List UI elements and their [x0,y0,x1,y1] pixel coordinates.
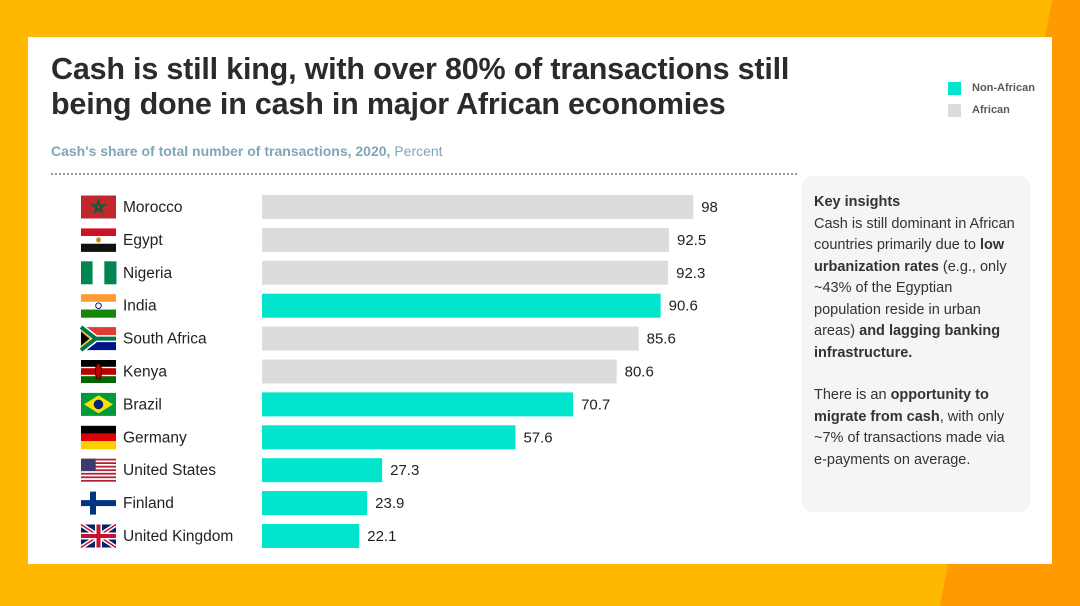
insight-bold: and lagging banking infrastructure. [814,323,1001,361]
uk-flag-icon [79,522,118,550]
germany-flag-icon [81,425,116,450]
bar-finland [262,491,368,516]
bar-morocco [262,195,694,219]
category-label: Morocco [123,199,182,216]
insights-heading: Key insights [814,194,901,210]
morocco-flag-icon [81,195,116,219]
value-label: 70.7 [581,396,610,413]
value-label: 22.1 [367,528,396,545]
insight-text: , with only ~7% of transactions made via… [814,408,1005,468]
kenya-flag-icon [81,360,116,383]
subtitle-unit: Percent [394,143,443,159]
page-title: Cash is still king, with over 80% of tra… [51,52,790,121]
legend-label: African [972,104,1010,116]
bar-south-africa [262,326,639,351]
category-label: Brazil [123,396,162,413]
category-label: Nigeria [123,265,172,282]
bar-brazil [262,392,574,417]
value-label: 57.6 [523,429,552,446]
value-label: 98 [701,199,718,216]
category-label: United Kingdom [123,528,233,545]
value-label: 80.6 [625,364,654,381]
value-label: 92.5 [677,232,706,249]
insight-text: (e.g., only ~43% of the Egyptian populat… [814,258,1007,340]
category-label: Egypt [123,232,163,249]
legend: Non-African African [948,77,1035,121]
nigeria-flag-icon [81,261,117,285]
insight-text: Cash is still dominant in African countr… [814,215,1015,254]
dotted-divider [51,173,797,175]
value-label: 23.9 [375,495,404,512]
value-label: 90.6 [669,298,698,315]
value-label: 92.3 [676,265,705,282]
legend-swatch-african [948,103,961,117]
value-label: 85.6 [647,331,676,348]
legend-item-african: African [948,99,1035,121]
south-africa-flag-icon [78,324,116,353]
insights-paragraph-2: There is an opportunity to migrate from … [814,385,1018,471]
bar-united-kingdom [262,524,360,548]
finland-flag-icon [81,491,116,515]
bar-chart: Morocco 98 Egypt 92.5 Nigeria 92.3 India 90.6 So… [78,195,718,550]
insight-bold: low urbanization rates [814,237,1005,275]
bar-nigeria [262,260,669,285]
value-label: 27.3 [390,462,419,479]
category-label: India [123,298,157,315]
insight-bold: opportunity to migrate from cash [814,387,989,425]
category-label: Finland [123,495,174,512]
category-label: United States [123,462,216,479]
category-label: Kenya [123,364,167,381]
egypt-flag-icon [81,228,116,252]
bar-india [262,293,661,318]
key-insights-panel: Key insights Cash is still dominant in A… [802,176,1030,512]
india-flag-icon [81,294,116,318]
subtitle-main: Cash's share of total number of transact… [51,143,391,159]
category-label: South Africa [123,331,207,348]
chart-subtitle: Cash's share of total number of transact… [51,143,443,159]
brazil-flag-icon [81,392,116,416]
category-label: Germany [123,429,187,446]
legend-item-non-african: Non-African [948,77,1035,99]
legend-swatch-non-african [948,81,961,95]
us-flag-icon [81,458,116,482]
bar-united-states [262,458,383,483]
bar-germany [262,425,516,450]
bar-egypt [262,227,669,252]
bar-kenya [262,359,617,384]
insights-paragraph-1: Cash is still dominant in African countr… [814,214,1018,365]
legend-label: Non-African [972,82,1035,94]
insight-text: There is an [814,387,891,403]
chart-card: Cash is still king, with over 80% of tra… [28,37,1052,564]
